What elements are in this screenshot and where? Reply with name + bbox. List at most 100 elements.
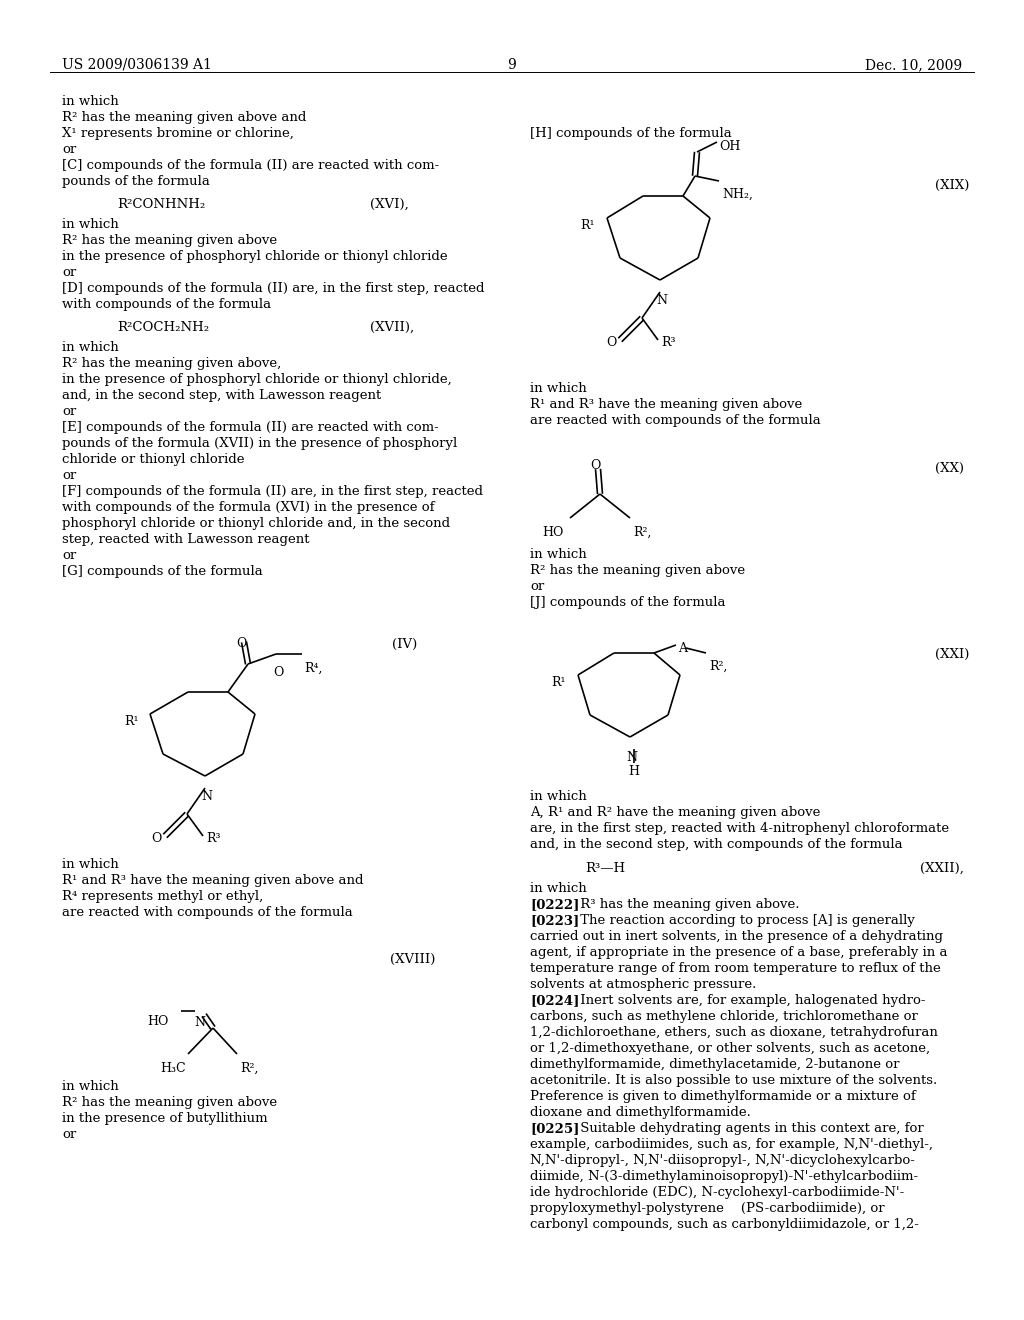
Text: H₃C: H₃C xyxy=(160,1063,185,1074)
Text: diimide, N-(3-dimethylaminoisopropyl)-N'-ethylcarbodiim-: diimide, N-(3-dimethylaminoisopropyl)-N'… xyxy=(530,1170,919,1183)
Text: X¹ represents bromine or chlorine,: X¹ represents bromine or chlorine, xyxy=(62,127,294,140)
Text: R¹: R¹ xyxy=(580,219,595,232)
Text: dioxane and dimethylformamide.: dioxane and dimethylformamide. xyxy=(530,1106,751,1119)
Text: R² has the meaning given above and: R² has the meaning given above and xyxy=(62,111,306,124)
Text: R²,: R², xyxy=(633,525,651,539)
Text: R³: R³ xyxy=(662,337,676,348)
Text: phosphoryl chloride or thionyl chloride and, in the second: phosphoryl chloride or thionyl chloride … xyxy=(62,517,451,531)
Text: R³—H: R³—H xyxy=(585,862,625,875)
Text: R²COCH₂NH₂: R²COCH₂NH₂ xyxy=(117,321,209,334)
Text: (XVII),: (XVII), xyxy=(370,321,414,334)
Text: or: or xyxy=(62,549,76,562)
Text: R² has the meaning given above: R² has the meaning given above xyxy=(62,1096,278,1109)
Text: Inert solvents are, for example, halogenated hydro-: Inert solvents are, for example, halogen… xyxy=(575,994,926,1007)
Text: or 1,2-dimethoxyethane, or other solvents, such as acetone,: or 1,2-dimethoxyethane, or other solvent… xyxy=(530,1041,930,1055)
Text: [0223]: [0223] xyxy=(530,913,580,927)
Text: in which: in which xyxy=(62,95,119,108)
Text: US 2009/0306139 A1: US 2009/0306139 A1 xyxy=(62,58,212,73)
Text: are reacted with compounds of the formula: are reacted with compounds of the formul… xyxy=(62,906,352,919)
Text: [D] compounds of the formula (II) are, in the first step, reacted: [D] compounds of the formula (II) are, i… xyxy=(62,282,484,294)
Text: R³ has the meaning given above.: R³ has the meaning given above. xyxy=(575,898,800,911)
Text: N: N xyxy=(194,1016,205,1030)
Text: R²,: R², xyxy=(709,660,727,673)
Text: in which: in which xyxy=(530,548,587,561)
Text: (IV): (IV) xyxy=(392,638,417,651)
Text: Suitable dehydrating agents in this context are, for: Suitable dehydrating agents in this cont… xyxy=(575,1122,924,1135)
Text: or: or xyxy=(62,143,76,156)
Text: R² has the meaning given above: R² has the meaning given above xyxy=(62,234,278,247)
Text: solvents at atmospheric pressure.: solvents at atmospheric pressure. xyxy=(530,978,757,991)
Text: [G] compounds of the formula: [G] compounds of the formula xyxy=(62,565,263,578)
Text: dimethylformamide, dimethylacetamide, 2-butanone or: dimethylformamide, dimethylacetamide, 2-… xyxy=(530,1059,899,1071)
Text: OH: OH xyxy=(719,140,740,153)
Text: carried out in inert solvents, in the presence of a dehydrating: carried out in inert solvents, in the pr… xyxy=(530,931,943,942)
Text: 1,2-dichloroethane, ethers, such as dioxane, tetrahydrofuran: 1,2-dichloroethane, ethers, such as diox… xyxy=(530,1026,938,1039)
Text: [C] compounds of the formula (II) are reacted with com-: [C] compounds of the formula (II) are re… xyxy=(62,158,439,172)
Text: or: or xyxy=(62,1129,76,1140)
Text: A, R¹ and R² have the meaning given above: A, R¹ and R² have the meaning given abov… xyxy=(530,807,820,818)
Text: R² has the meaning given above,: R² has the meaning given above, xyxy=(62,356,282,370)
Text: and, in the second step, with Lawesson reagent: and, in the second step, with Lawesson r… xyxy=(62,389,381,403)
Text: in which: in which xyxy=(62,858,119,871)
Text: (XX): (XX) xyxy=(935,462,964,475)
Text: [0225]: [0225] xyxy=(530,1122,580,1135)
Text: pounds of the formula: pounds of the formula xyxy=(62,176,210,187)
Text: O: O xyxy=(606,337,616,348)
Text: The reaction according to process [A] is generally: The reaction according to process [A] is… xyxy=(575,913,914,927)
Text: O: O xyxy=(590,459,600,473)
Text: R¹: R¹ xyxy=(551,676,565,689)
Text: step, reacted with Lawesson reagent: step, reacted with Lawesson reagent xyxy=(62,533,309,546)
Text: N: N xyxy=(201,789,212,803)
Text: temperature range of from room temperature to reflux of the: temperature range of from room temperatu… xyxy=(530,962,941,975)
Text: [H] compounds of the formula: [H] compounds of the formula xyxy=(530,127,732,140)
Text: R² has the meaning given above: R² has the meaning given above xyxy=(530,564,745,577)
Text: acetonitrile. It is also possible to use mixture of the solvents.: acetonitrile. It is also possible to use… xyxy=(530,1074,937,1086)
Text: in the presence of phosphoryl chloride or thionyl chloride,: in the presence of phosphoryl chloride o… xyxy=(62,374,452,385)
Text: with compounds of the formula (XVI) in the presence of: with compounds of the formula (XVI) in t… xyxy=(62,502,434,513)
Text: carbons, such as methylene chloride, trichloromethane or: carbons, such as methylene chloride, tri… xyxy=(530,1010,918,1023)
Text: HO: HO xyxy=(147,1015,168,1028)
Text: or: or xyxy=(62,405,76,418)
Text: R³: R³ xyxy=(206,832,220,845)
Text: R¹ and R³ have the meaning given above and: R¹ and R³ have the meaning given above a… xyxy=(62,874,364,887)
Text: O: O xyxy=(236,638,247,649)
Text: propyloxymethyl-polystyrene    (PS-carbodiimide), or: propyloxymethyl-polystyrene (PS-carbodii… xyxy=(530,1203,885,1214)
Text: in which: in which xyxy=(530,789,587,803)
Text: in which: in which xyxy=(62,218,119,231)
Text: (XIX): (XIX) xyxy=(935,180,970,191)
Text: H: H xyxy=(628,766,639,777)
Text: or: or xyxy=(62,267,76,279)
Text: or: or xyxy=(530,579,544,593)
Text: and, in the second step, with compounds of the formula: and, in the second step, with compounds … xyxy=(530,838,902,851)
Text: carbonyl compounds, such as carbonyldiimidazole, or 1,2-: carbonyl compounds, such as carbonyldiim… xyxy=(530,1218,919,1232)
Text: [E] compounds of the formula (II) are reacted with com-: [E] compounds of the formula (II) are re… xyxy=(62,421,438,434)
Text: N,N'-dipropyl-, N,N'-diisopropyl-, N,N'-dicyclohexylcarbo-: N,N'-dipropyl-, N,N'-diisopropyl-, N,N'-… xyxy=(530,1154,914,1167)
Text: A: A xyxy=(678,642,687,655)
Text: (XXI): (XXI) xyxy=(935,648,970,661)
Text: (XVI),: (XVI), xyxy=(370,198,409,211)
Text: N: N xyxy=(656,294,667,308)
Text: agent, if appropriate in the presence of a base, preferably in a: agent, if appropriate in the presence of… xyxy=(530,946,947,960)
Text: in the presence of butyllithium: in the presence of butyllithium xyxy=(62,1111,267,1125)
Text: R⁴,: R⁴, xyxy=(304,663,323,675)
Text: in which: in which xyxy=(530,882,587,895)
Text: O: O xyxy=(273,667,284,678)
Text: R⁴ represents methyl or ethyl,: R⁴ represents methyl or ethyl, xyxy=(62,890,263,903)
Text: O: O xyxy=(151,832,162,845)
Text: [J] compounds of the formula: [J] compounds of the formula xyxy=(530,597,725,609)
Text: N: N xyxy=(626,751,637,764)
Text: R¹ and R³ have the meaning given above: R¹ and R³ have the meaning given above xyxy=(530,399,802,411)
Text: (XXII),: (XXII), xyxy=(920,862,964,875)
Text: [0222]: [0222] xyxy=(530,898,580,911)
Text: are, in the first step, reacted with 4-nitrophenyl chloroformate: are, in the first step, reacted with 4-n… xyxy=(530,822,949,836)
Text: pounds of the formula (XVII) in the presence of phosphoryl: pounds of the formula (XVII) in the pres… xyxy=(62,437,458,450)
Text: 9: 9 xyxy=(508,58,516,73)
Text: chloride or thionyl chloride: chloride or thionyl chloride xyxy=(62,453,245,466)
Text: ide hydrochloride (EDC), N-cyclohexyl-carbodiimide-N'-: ide hydrochloride (EDC), N-cyclohexyl-ca… xyxy=(530,1185,904,1199)
Text: NH₂,: NH₂, xyxy=(722,187,753,201)
Text: HO: HO xyxy=(542,525,563,539)
Text: in which: in which xyxy=(62,341,119,354)
Text: [0224]: [0224] xyxy=(530,994,580,1007)
Text: Dec. 10, 2009: Dec. 10, 2009 xyxy=(865,58,962,73)
Text: R²,: R², xyxy=(240,1063,258,1074)
